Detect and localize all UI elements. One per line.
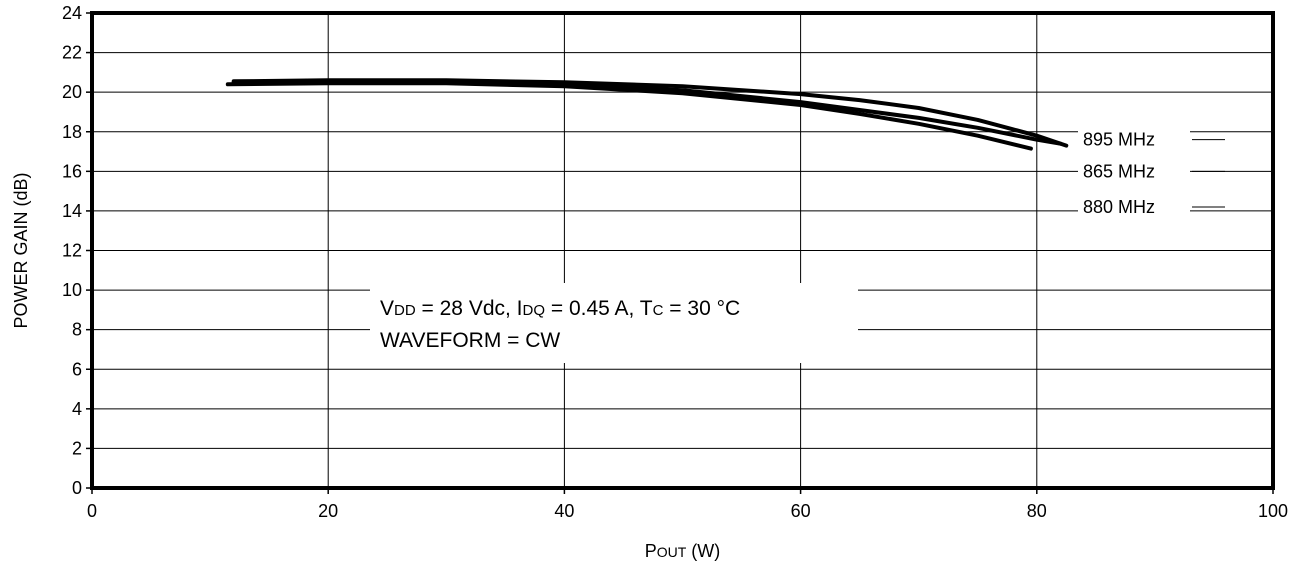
y-tick-label: 18	[62, 122, 82, 142]
series-label-865-mhz: 865 MHz	[1083, 161, 1155, 181]
y-tick-label: 8	[72, 320, 82, 340]
y-tick-label: 2	[72, 438, 82, 458]
y-tick-label: 20	[62, 82, 82, 102]
series-line-865-mhz	[225, 81, 1033, 151]
y-tick-label: 22	[62, 43, 82, 63]
series-label-bg	[1078, 193, 1190, 220]
series-label-bg	[1078, 126, 1190, 153]
axis-titles: POUT (W) POWER GAIN (dB)	[11, 172, 720, 561]
y-tick-label: 0	[72, 478, 82, 498]
series-label-895-mhz: 895 MHz	[1083, 130, 1155, 150]
y-tick-label: 24	[62, 3, 82, 23]
series-line-880-mhz	[231, 79, 1063, 146]
x-tick-label: 40	[554, 501, 574, 521]
y-tick-label: 14	[62, 201, 82, 221]
x-tick-label: 60	[791, 501, 811, 521]
y-tick-label: 4	[72, 399, 82, 419]
annotation-background	[370, 283, 858, 363]
x-axis-title: POUT (W)	[645, 541, 721, 561]
series-lines	[225, 78, 1069, 151]
x-tick-label: 0	[87, 501, 97, 521]
y-tick-label: 16	[62, 161, 82, 181]
x-tick-label: 80	[1027, 501, 1047, 521]
y-axis-title: POWER GAIN (dB)	[11, 172, 31, 328]
y-tick-label: 6	[72, 359, 82, 379]
y-tick-label: 12	[62, 241, 82, 261]
series-label-880-mhz: 880 MHz	[1083, 197, 1155, 217]
y-tick-label: 10	[62, 280, 82, 300]
x-tick-label: 100	[1258, 501, 1288, 521]
plot-frame	[90, 11, 1275, 490]
annotation-box: VDD = 28 Vdc, IDQ = 0.45 A, TC = 30 °C WA…	[370, 283, 858, 363]
series-labels: 895 MHz 865 MHz 880 MHz	[1078, 126, 1225, 220]
series-label-bg	[1078, 158, 1190, 185]
x-tick-label: 20	[318, 501, 338, 521]
annotation-line-2: WAVEFORM = CW	[380, 329, 560, 352]
annotation-line-1: VDD = 28 Vdc, IDQ = 0.45 A, TC = 30 °C	[380, 297, 740, 320]
